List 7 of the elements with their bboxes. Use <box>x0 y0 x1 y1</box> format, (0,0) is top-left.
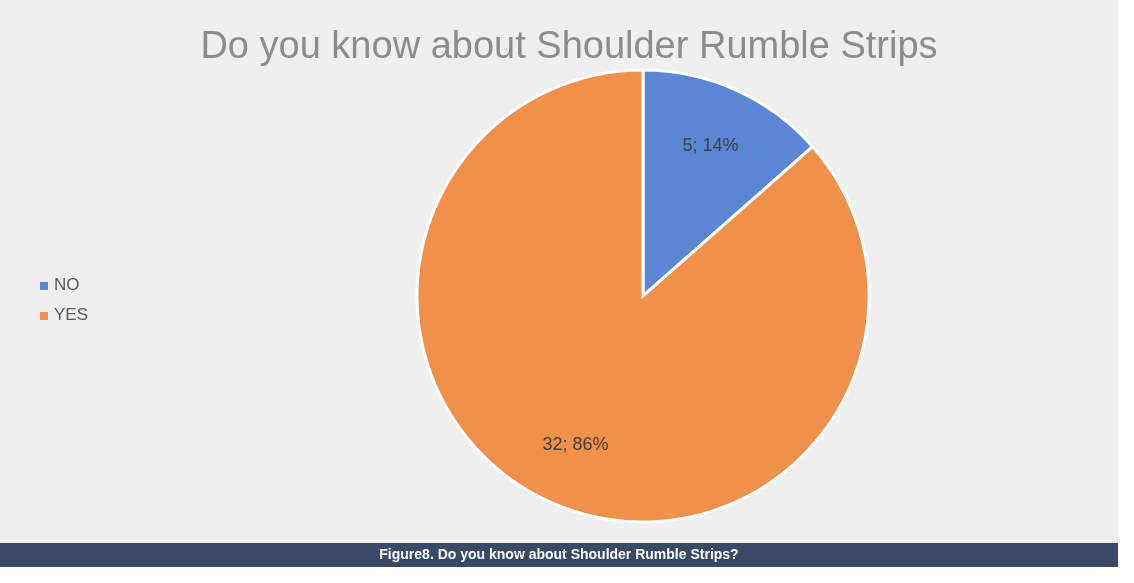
pie-slice <box>415 68 871 524</box>
legend-label: YES <box>54 305 89 325</box>
data-label: 5; 14% <box>682 135 739 156</box>
data-label: 32; 86% <box>542 434 609 455</box>
legend-label: NO <box>54 275 80 295</box>
chart-title: Do you know about Shoulder Rumble Strips <box>200 24 938 66</box>
caption: Figure8. Do you know about Shoulder Rumble Strips? <box>379 545 739 562</box>
